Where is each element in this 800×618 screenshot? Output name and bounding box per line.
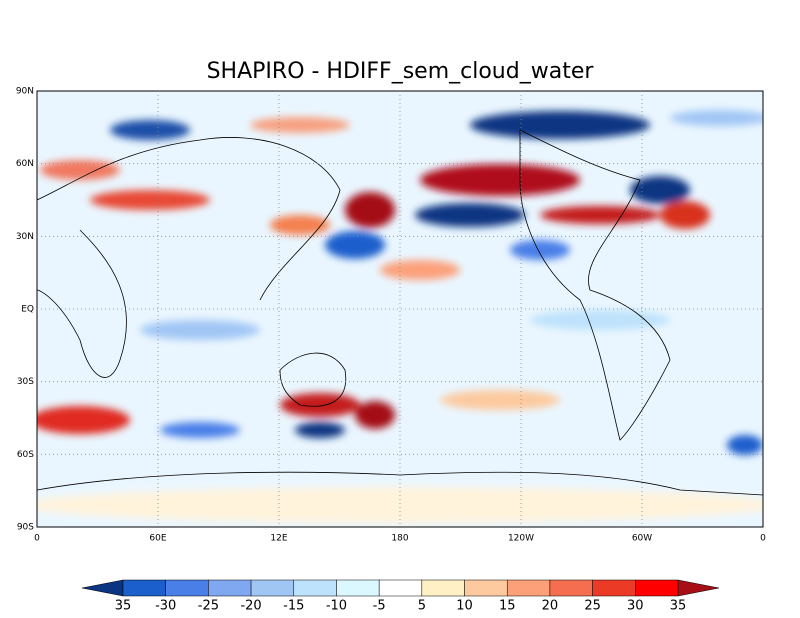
- lat-label: 30N: [16, 232, 34, 242]
- colorbar-box: [208, 579, 252, 597]
- colorbar-triangle: [677, 579, 720, 597]
- lon-label: 0: [760, 534, 766, 544]
- lat-label: EQ: [21, 305, 34, 315]
- colorbar-label: -20: [240, 599, 261, 614]
- lon-label: 180: [391, 534, 408, 544]
- coastline: [37, 137, 341, 378]
- colorbar-label: 25: [584, 599, 601, 614]
- antarctica-coast: [37, 471, 763, 496]
- colorbar-label: -5: [373, 599, 386, 614]
- colorbar-label: -25: [198, 599, 219, 614]
- colorbar-box: [165, 579, 209, 597]
- colorbar-label: -15: [283, 599, 304, 614]
- colorbar-box: [549, 579, 593, 597]
- lon-label: 12E: [270, 534, 287, 544]
- colorbar-box: [506, 579, 551, 597]
- colorbar-label: 35: [115, 599, 132, 614]
- colorbar-box: [464, 579, 508, 597]
- lat-label: 60S: [17, 450, 34, 460]
- lat-label: 60N: [16, 159, 34, 169]
- colorbar-label: -10: [326, 599, 347, 614]
- colorbar-label: 5: [418, 599, 426, 614]
- lat-label: 30S: [17, 377, 34, 387]
- colorbar-box: [635, 579, 679, 597]
- colorbar-triangle: [81, 579, 124, 597]
- colorbar-box: [421, 579, 465, 597]
- colorbar-label: 10: [456, 599, 473, 614]
- colorbar-box: [378, 579, 423, 597]
- map-title: SHAPIRO - HDIFF_sem_cloud_water: [207, 59, 595, 84]
- colorbar-label: 30: [627, 599, 644, 614]
- coastline-australia: [279, 352, 347, 407]
- coastline-americas: [519, 129, 671, 441]
- colorbar-box: [122, 579, 166, 597]
- lon-label: 60W: [632, 534, 652, 544]
- colorbar-label: 35: [670, 599, 687, 614]
- lon-label: 60E: [149, 534, 166, 544]
- lat-label: 90N: [16, 87, 34, 97]
- lon-label: 0: [34, 534, 40, 544]
- colorbar-label: -30: [155, 599, 176, 614]
- field-blobs: [37, 110, 763, 523]
- colorbar-box: [293, 579, 337, 597]
- lon-label: 120W: [508, 534, 534, 544]
- colorbar-box: [336, 579, 380, 597]
- lat-label: 90S: [17, 523, 34, 533]
- colorbar-label: 15: [499, 599, 516, 614]
- colorbar-label: 20: [542, 599, 559, 614]
- colorbar-box: [250, 579, 295, 597]
- colorbar-box: [592, 579, 636, 597]
